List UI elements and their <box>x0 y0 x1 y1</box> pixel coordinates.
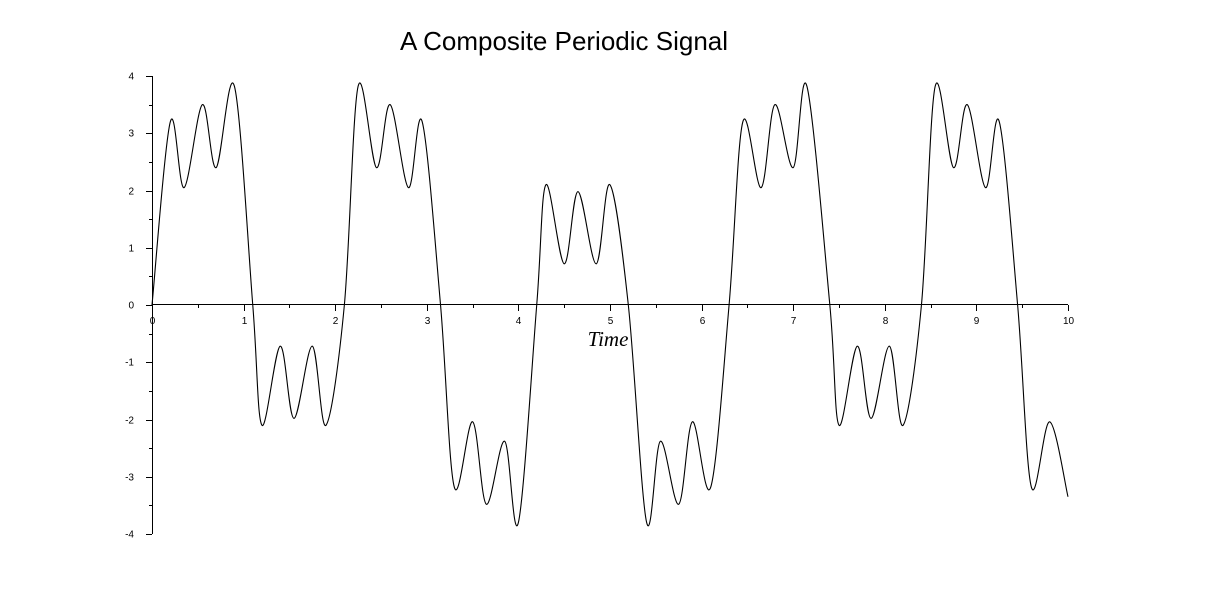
x-tick-label: 0 <box>150 316 156 327</box>
y-tick-label: 2 <box>128 187 134 198</box>
y-tick-label: 3 <box>128 129 134 140</box>
x-tick-label: 5 <box>608 316 614 327</box>
x-tick-label: 10 <box>1063 316 1075 327</box>
x-tick-label: 3 <box>425 316 431 327</box>
x-tick-label: 1 <box>242 316 248 327</box>
y-axis-ticks: -4 -3 -2 -1 0 1 2 3 4 <box>125 72 152 541</box>
y-tick-label: -2 <box>125 416 134 427</box>
y-tick-label: -4 <box>125 530 134 541</box>
x-tick-label: 6 <box>700 316 706 327</box>
x-axis-label: Time <box>588 327 629 351</box>
x-tick-label: 9 <box>974 316 980 327</box>
x-tick-label: 2 <box>333 316 339 327</box>
y-tick-label: -3 <box>125 473 134 484</box>
y-tick-label: 0 <box>128 301 134 312</box>
y-tick-label: 4 <box>128 72 134 83</box>
x-tick-label: 8 <box>883 316 889 327</box>
x-tick-label: 4 <box>516 316 522 327</box>
signal-series-line <box>151 82 1069 527</box>
x-tick-label: 7 <box>791 316 797 327</box>
y-tick-label: 1 <box>128 244 134 255</box>
chart-title: A Composite Periodic Signal <box>400 26 728 56</box>
y-tick-label: -1 <box>125 358 134 369</box>
x-axis-ticks: 0 1 2 3 4 5 6 7 8 9 10 <box>150 305 1075 327</box>
